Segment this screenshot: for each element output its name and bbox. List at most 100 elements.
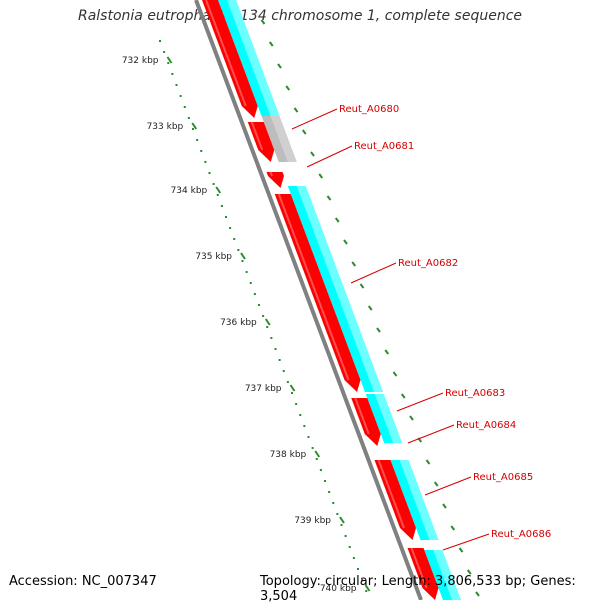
feature-tick bbox=[400, 393, 406, 399]
ruler-dot bbox=[196, 139, 199, 141]
gene-label[interactable]: Reut_A0684 bbox=[456, 420, 516, 431]
ruler-dot bbox=[303, 425, 306, 427]
ruler-dot bbox=[175, 84, 178, 86]
feature-tick bbox=[466, 569, 472, 575]
gene-leader-line bbox=[396, 392, 444, 412]
ruler-major-tick bbox=[364, 584, 371, 592]
gene-leader-line bbox=[306, 145, 353, 168]
feature-tick bbox=[475, 591, 480, 597]
accession-text: Accession: NC_007347 bbox=[9, 574, 157, 589]
gene-label[interactable]: Reut_A0685 bbox=[473, 472, 533, 483]
cds-arrow bbox=[274, 194, 361, 392]
feature-tick bbox=[376, 327, 381, 333]
ruler-dot bbox=[237, 249, 240, 251]
feature-ticks bbox=[260, 19, 480, 597]
ruler-dot bbox=[278, 359, 281, 361]
gene-leader-line bbox=[407, 424, 455, 444]
feature-shade bbox=[296, 186, 383, 392]
ruler-dot bbox=[295, 403, 298, 405]
ruler-labels: 732 kbp 733 kbp 734 kbp 735 kbp 736 kbp 737 k… bbox=[122, 56, 371, 594]
gene-leader-line bbox=[424, 476, 472, 496]
feature-tick bbox=[409, 415, 414, 421]
feature-shade bbox=[399, 460, 439, 540]
ruler-dot bbox=[187, 117, 190, 119]
feature-tick bbox=[458, 547, 464, 553]
feature-tick bbox=[310, 151, 315, 157]
feature-tick bbox=[260, 19, 266, 25]
feature-tick bbox=[277, 63, 282, 69]
ruler-dot bbox=[266, 326, 269, 328]
cds-arrow bbox=[351, 398, 381, 446]
ruler-dot bbox=[192, 128, 194, 130]
ruler-dot bbox=[286, 381, 289, 383]
ruler-dots bbox=[159, 40, 368, 592]
ruler-dot bbox=[361, 579, 364, 581]
ruler-dot bbox=[274, 348, 277, 350]
ruler-dot bbox=[332, 502, 335, 504]
ruler-dot bbox=[365, 590, 368, 592]
feature-tick bbox=[367, 305, 373, 311]
ruler-major-tick bbox=[166, 56, 173, 64]
ruler-dot bbox=[159, 40, 161, 42]
backbone-line bbox=[194, 0, 423, 600]
ruler-tick-label: 737 kbp bbox=[245, 384, 282, 394]
feature-tick bbox=[301, 129, 307, 135]
cds-shade bbox=[354, 397, 370, 435]
ruler-major-tick bbox=[215, 186, 222, 194]
gene-labels: Reut_A0680 Reut_A0681 Reut_A0682 Reut_A0683… bbox=[291, 104, 551, 551]
ruler-tick-label: 732 kbp bbox=[122, 56, 159, 66]
ruler-dot bbox=[233, 238, 236, 240]
ruler-dot bbox=[208, 172, 211, 174]
feature-shade bbox=[374, 394, 403, 443]
ruler-dot bbox=[352, 557, 355, 559]
ruler-dot bbox=[171, 73, 174, 75]
ruler-dot bbox=[324, 480, 326, 482]
cds-shade bbox=[277, 193, 350, 381]
gene-label[interactable]: Reut_A0683 bbox=[445, 388, 505, 399]
feature-tick bbox=[433, 481, 439, 487]
ruler-dot bbox=[291, 392, 293, 394]
ruler-tick-label: 739 kbp bbox=[294, 516, 331, 526]
gene-label[interactable]: Reut_A0682 bbox=[398, 258, 458, 269]
gene-leader-line bbox=[350, 262, 397, 284]
ruler-major-tick bbox=[289, 384, 296, 392]
ruler-dot bbox=[216, 194, 219, 196]
ruler-dot bbox=[336, 513, 339, 515]
cds-shade bbox=[377, 459, 405, 529]
ruler-tick-label: 733 kbp bbox=[147, 122, 184, 132]
feature-tick bbox=[351, 261, 357, 267]
ruler-major-tick bbox=[240, 252, 246, 260]
feature-tick bbox=[334, 217, 340, 223]
cds-shade bbox=[410, 547, 428, 589]
ruler-dot bbox=[167, 62, 170, 64]
ruler-dot bbox=[179, 95, 182, 97]
ruler-dot bbox=[229, 227, 232, 229]
cds-track bbox=[202, 0, 439, 600]
feature-tick bbox=[392, 371, 398, 377]
ruler-tick-label: 740 kbp bbox=[320, 584, 357, 594]
ruler-dot bbox=[328, 491, 331, 493]
ruler-dot bbox=[204, 161, 207, 163]
gene-label[interactable]: Reut_A0686 bbox=[491, 529, 551, 540]
cds-arrow bbox=[202, 0, 258, 118]
ruler-dot bbox=[299, 414, 302, 416]
ruler-dot bbox=[311, 447, 314, 449]
ruler-major-tick bbox=[264, 318, 271, 326]
ruler-dot bbox=[253, 293, 256, 295]
ruler-dot bbox=[249, 282, 252, 284]
cds-arrow bbox=[247, 122, 275, 162]
ruler-dot bbox=[270, 337, 273, 339]
ruler-dot bbox=[315, 458, 318, 460]
ruler-dot bbox=[163, 51, 166, 53]
gene-leader-line bbox=[442, 533, 490, 551]
feature-tick bbox=[442, 503, 447, 509]
feature-tick bbox=[384, 349, 390, 355]
cds-arrow bbox=[266, 172, 284, 188]
feature-shade bbox=[433, 550, 461, 600]
gene-label[interactable]: Reut_A0681 bbox=[354, 141, 414, 152]
gene-label[interactable]: Reut_A0680 bbox=[339, 104, 399, 115]
ruler-dot bbox=[307, 436, 310, 438]
feature-shade bbox=[270, 116, 297, 162]
ruler-dot bbox=[344, 535, 347, 537]
